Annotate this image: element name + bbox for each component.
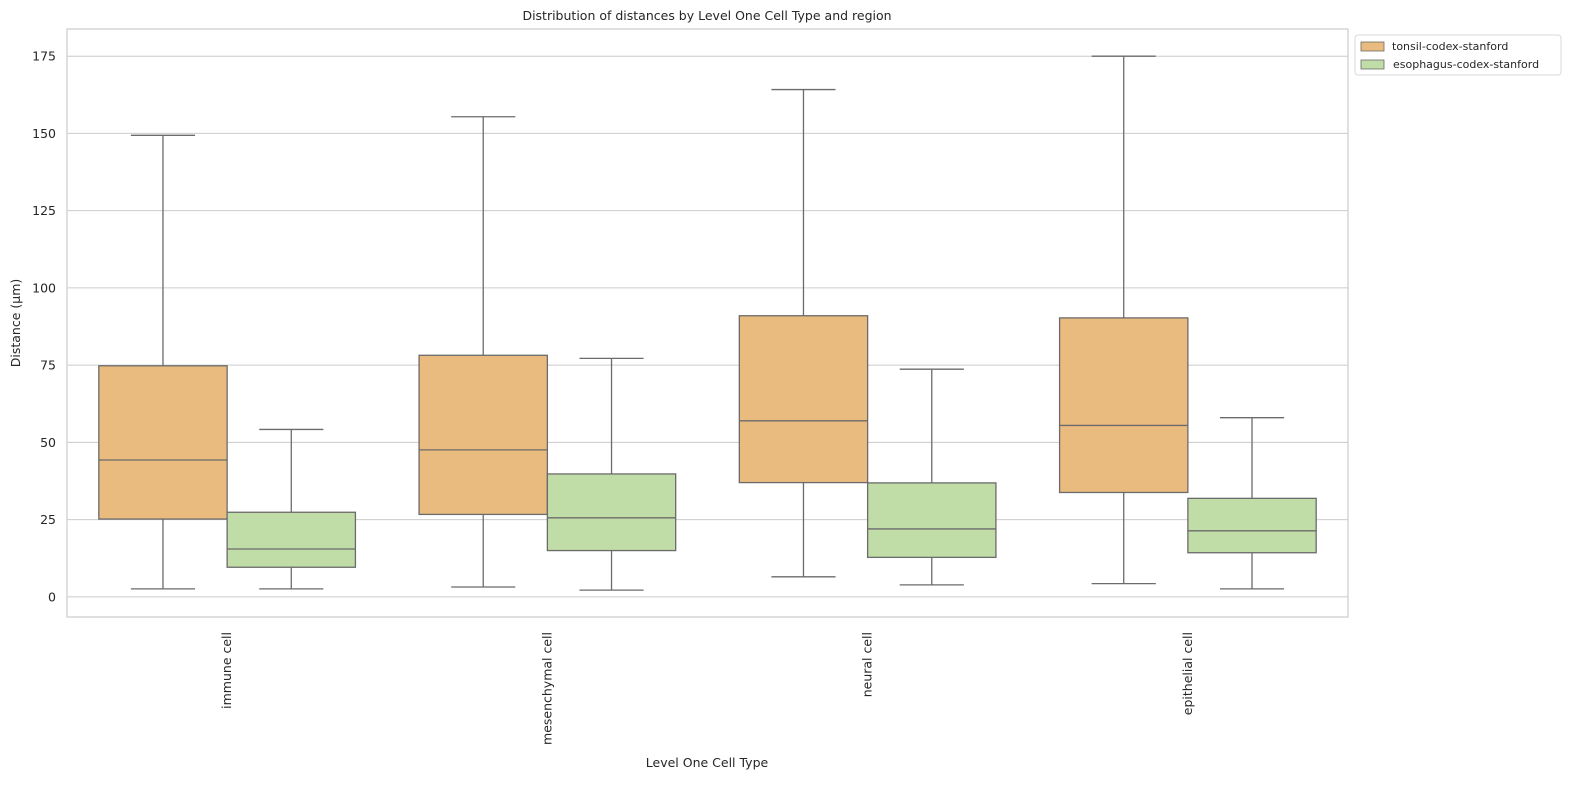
- x-axis-label: Level One Cell Type: [646, 755, 769, 770]
- chart-title: Distribution of distances by Level One C…: [522, 8, 891, 23]
- plot-area-frame: [66, 28, 1349, 618]
- boxes: [98, 55, 1317, 591]
- y-tick-label: 175: [32, 49, 56, 64]
- iqr-box: [1058, 317, 1189, 494]
- iqr-box: [866, 482, 997, 559]
- box-esophagus-codex-stanford-neural-cell: [866, 368, 997, 586]
- y-tick-label: 75: [40, 358, 56, 373]
- y-tick-label: 150: [32, 126, 56, 141]
- box-esophagus-codex-stanford-immune-cell: [226, 428, 357, 590]
- y-tick-label: 50: [40, 435, 56, 450]
- x-tick-labels: immune cell mesenchymal cell neural cell ep…: [219, 632, 1195, 745]
- iqr-box: [418, 354, 549, 516]
- x-tick-label: epithelial cell: [1180, 632, 1195, 715]
- iqr-box: [546, 473, 677, 552]
- legend-label-esophagus: esophagus-codex-stanford: [1393, 58, 1539, 71]
- legend-frame: [1354, 34, 1562, 76]
- box-tonsil-codex-stanford-epithelial-cell: [1058, 55, 1189, 585]
- y-tick-labels: 0 25 50 75 100 125 150 175: [32, 49, 56, 605]
- box-tonsil-codex-stanford-immune-cell: [98, 134, 228, 590]
- iqr-box: [98, 365, 228, 520]
- legend: tonsil-codex-stanford esophagus-codex-st…: [1354, 34, 1562, 76]
- box-esophagus-codex-stanford-epithelial-cell: [1187, 417, 1317, 590]
- box-tonsil-codex-stanford-neural-cell: [738, 88, 869, 578]
- legend-swatch-tonsil: [1360, 41, 1385, 52]
- x-tick-label: immune cell: [219, 632, 234, 709]
- legend-swatch-esophagus: [1360, 59, 1385, 70]
- y-tick-label: 25: [40, 512, 56, 527]
- iqr-box: [738, 315, 869, 484]
- x-tick-label: mesenchymal cell: [539, 632, 554, 745]
- y-tick-label: 125: [32, 203, 56, 218]
- box-tonsil-codex-stanford-mesenchymal-cell: [418, 116, 549, 588]
- x-tick-label: neural cell: [860, 632, 875, 697]
- iqr-box: [226, 511, 357, 568]
- iqr-box: [1187, 497, 1317, 554]
- y-tick-label: 100: [32, 280, 56, 295]
- y-tick-label: 0: [48, 589, 56, 604]
- box-esophagus-codex-stanford-mesenchymal-cell: [546, 357, 677, 591]
- legend-label-tonsil: tonsil-codex-stanford: [1392, 40, 1508, 53]
- y-axis-label: Distance (µm): [8, 279, 23, 368]
